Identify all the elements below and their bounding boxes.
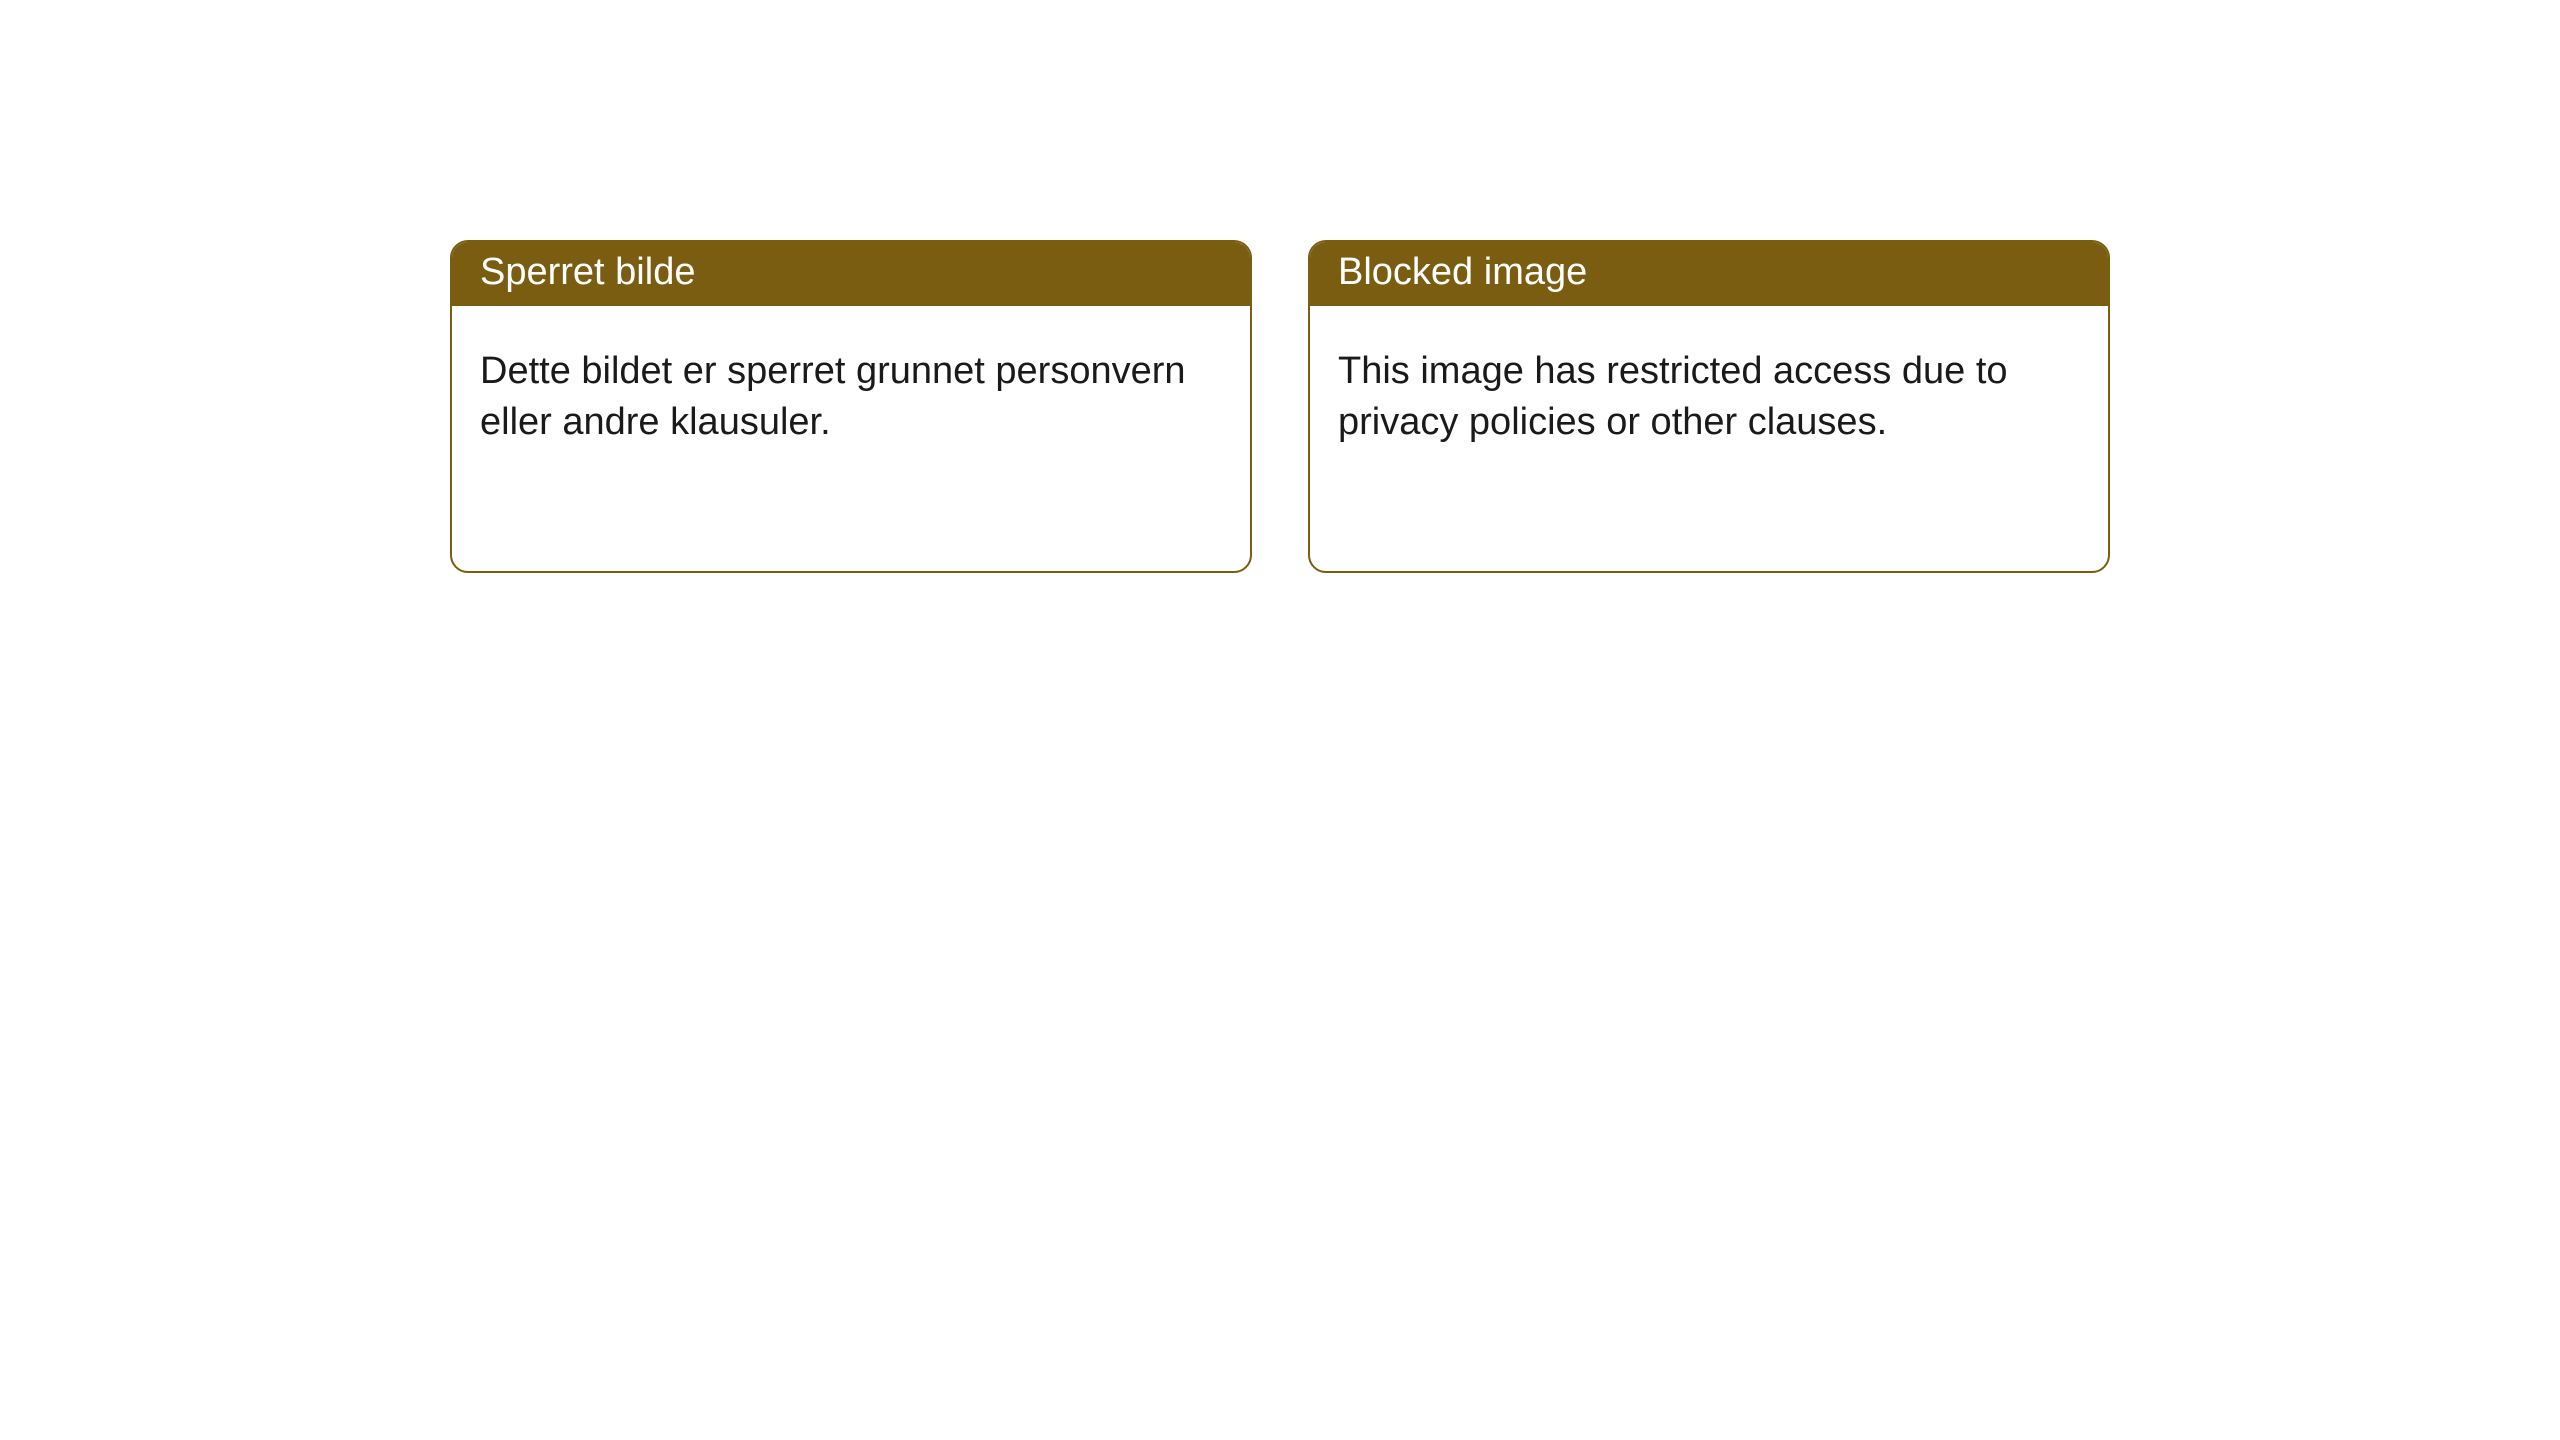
notice-card-header: Blocked image xyxy=(1310,242,2108,306)
notice-title: Sperret bilde xyxy=(480,251,695,293)
notice-card-english: Blocked image This image has restricted … xyxy=(1308,240,2110,573)
notice-card-body: This image has restricted access due to … xyxy=(1310,306,2108,477)
notice-card-body: Dette bildet er sperret grunnet personve… xyxy=(452,306,1250,477)
notice-card-norwegian: Sperret bilde Dette bildet er sperret gr… xyxy=(450,240,1252,573)
notice-body-text: Dette bildet er sperret grunnet personve… xyxy=(480,350,1186,443)
notice-body-text: This image has restricted access due to … xyxy=(1338,350,2008,443)
notice-title: Blocked image xyxy=(1338,251,1587,293)
notice-cards-container: Sperret bilde Dette bildet er sperret gr… xyxy=(450,240,2560,573)
notice-card-header: Sperret bilde xyxy=(452,242,1250,306)
